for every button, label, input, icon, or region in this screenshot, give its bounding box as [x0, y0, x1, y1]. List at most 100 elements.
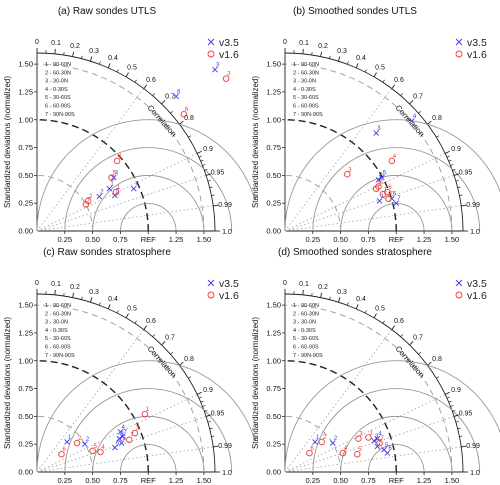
correlation-minor-tick — [211, 435, 215, 437]
data-point-label: 2 — [86, 437, 90, 443]
y-axis-label: Standardized deviations (normalized) — [3, 76, 12, 208]
y-axis-tick-label: 0.25 — [266, 440, 281, 449]
region-legend-item: 2 - 60-30N — [293, 70, 319, 76]
correlation-minor-tick — [382, 320, 385, 324]
correlation-tick-label: 1.0 — [470, 229, 480, 236]
data-point-label: 3 — [375, 434, 379, 440]
correlation-tick-label: 0.4 — [108, 55, 118, 62]
correlation-tick — [143, 325, 148, 330]
correlation-tick-label: 0 — [283, 280, 287, 287]
data-point-x — [384, 450, 391, 456]
correlation-tick-label: 1.0 — [470, 470, 480, 477]
data-point-o — [58, 450, 65, 458]
x-axis-tick-label: 0.75 — [361, 235, 376, 244]
correlation-tick — [205, 173, 211, 176]
correlation-ray — [284, 394, 446, 473]
rms-circle — [119, 444, 177, 473]
correlation-tick — [197, 150, 202, 154]
region-legend-item: 7 - 90N-90S — [293, 353, 323, 359]
correlation-tick-label: 0.7 — [413, 334, 423, 341]
legend-marker-o — [455, 291, 463, 299]
y-axis-tick-label: 0.50 — [18, 412, 33, 421]
data-point-x — [119, 433, 126, 440]
correlation-tick-label: 0.95 — [211, 170, 225, 177]
outer-arc — [36, 293, 216, 473]
rms-circle — [340, 175, 453, 232]
data-point-x — [375, 177, 382, 183]
correlation-tick-label: 0.8 — [432, 115, 442, 122]
region-legend-item: 2 - 60-30N — [45, 70, 71, 76]
y-axis-tick-label: 0.75 — [18, 384, 33, 393]
data-point-label: 1 — [316, 435, 320, 441]
data-point-label: 7 — [397, 196, 401, 202]
data-point-label: 6 — [185, 107, 189, 113]
rms-circle — [36, 360, 256, 473]
data-point-label: 4 — [393, 154, 397, 160]
taylor-panel-b: 0 0.1 0.2 0.3 0.4 0.5 0.6 0.7 0.8 0.9 0.95 0.99 1.0 C… — [251, 6, 500, 244]
legend-marker-x — [207, 279, 215, 287]
legend-series-name: v3.5 — [467, 278, 487, 290]
ref-label: REF — [389, 235, 404, 244]
y-axis-tick-label: 0.75 — [266, 384, 281, 393]
y-axis-tick-label: 1.00 — [18, 356, 33, 365]
data-point-o — [376, 439, 383, 447]
data-point-x — [393, 200, 400, 207]
correlation-minor-tick — [170, 352, 173, 355]
correlation-minor-tick — [457, 186, 461, 189]
ref-label: REF — [389, 476, 404, 485]
correlation-minor-tick — [457, 427, 461, 430]
data-point-label: 4 — [413, 114, 417, 120]
correlation-minor-tick — [455, 179, 459, 182]
correlation-minor-tick — [329, 55, 331, 59]
data-point-label: 3 — [120, 432, 124, 438]
data-point-label: 5 — [94, 444, 98, 450]
correlation-tick — [125, 72, 129, 78]
data-point-label: 4 — [121, 425, 125, 431]
correlation-tick — [72, 292, 75, 298]
correlation-tick — [391, 325, 396, 330]
correlation-minor-tick — [450, 405, 454, 407]
correlation-tick-label: 0 — [35, 39, 39, 46]
correlation-arc-label: Correlation — [394, 103, 427, 138]
correlation-tick-label: 0.99 — [218, 202, 232, 209]
ref-std-arc — [284, 360, 397, 473]
data-point-label: 4 — [344, 446, 348, 452]
data-point-label: 5 — [358, 447, 362, 453]
data-point-label: 1 — [117, 185, 121, 191]
y-axis-tick-label: 1.00 — [266, 356, 281, 365]
std-grid-arc — [36, 415, 94, 473]
region-legend-item: 3 - 30-0N — [293, 320, 316, 326]
correlation-ray — [284, 446, 462, 473]
std-grid-arc — [36, 63, 205, 232]
y-axis-tick-label: 0.00 — [18, 468, 33, 477]
legend-marker-o — [207, 291, 215, 299]
y-axis-tick-label: 1.50 — [18, 60, 33, 69]
correlation-minor-tick — [382, 79, 385, 83]
data-point-label: 2 — [334, 436, 338, 442]
correlation-tick-label: 0.8 — [184, 115, 194, 122]
y-axis-tick-label: 0.00 — [18, 227, 33, 236]
data-point-o — [355, 435, 362, 442]
data-point-o — [141, 410, 149, 418]
std-grid-arc — [284, 415, 342, 473]
data-point-label: 2 — [323, 435, 327, 441]
correlation-minor-tick — [436, 135, 440, 138]
data-point-label: 4 — [101, 445, 105, 451]
correlation-ray — [284, 88, 393, 232]
data-point-label: 1 — [68, 435, 72, 441]
correlation-tick-label: 1.0 — [222, 229, 232, 236]
correlation-minor-tick — [400, 93, 403, 96]
correlation-minor-tick — [116, 69, 119, 73]
data-point-label: 6 — [310, 446, 314, 452]
correlation-minor-tick — [81, 296, 83, 300]
legend-series-name: v1.6 — [467, 290, 487, 302]
correlation-minor-tick — [450, 164, 454, 166]
data-point-label: 7 — [130, 433, 134, 439]
data-point-label: 2 — [89, 194, 93, 200]
y-axis-label: Standardized deviations (normalized) — [251, 317, 260, 449]
y-axis-tick-label: 0.50 — [266, 171, 281, 180]
region-legend-item: 4 - 0-30S — [293, 328, 316, 334]
correlation-minor-tick — [329, 296, 331, 300]
x-axis-tick-label: 1.25 — [417, 235, 432, 244]
correlation-tick — [72, 51, 75, 57]
